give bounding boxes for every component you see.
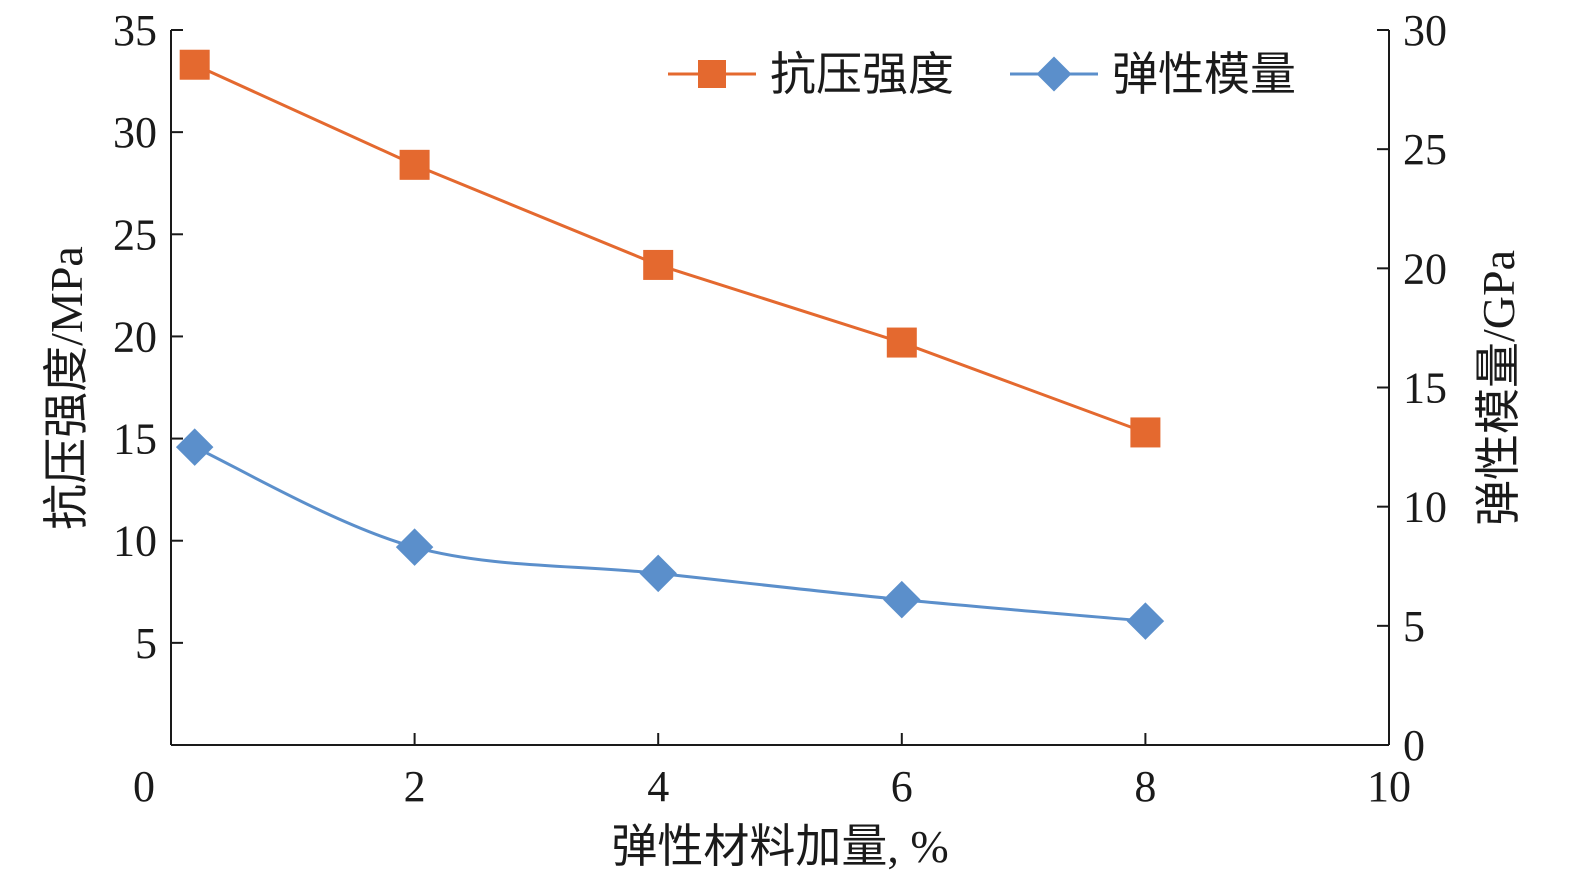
y-tick-label: 15 bbox=[113, 415, 157, 464]
y-tick-label: 30 bbox=[113, 108, 157, 157]
y-tick-label: 25 bbox=[113, 210, 157, 259]
x-tick-label: 10 bbox=[1367, 762, 1411, 811]
data-point bbox=[399, 149, 430, 180]
y2-axis-title: 弹性模量/GPa bbox=[1473, 250, 1524, 526]
series-2 bbox=[175, 428, 1165, 640]
y2-tick-label: 15 bbox=[1403, 364, 1447, 413]
data-point bbox=[643, 249, 674, 280]
legend-item-2: 弹性模量 bbox=[1010, 49, 1296, 100]
y-tick-label: 5 bbox=[135, 619, 157, 668]
y2-tick-label: 0 bbox=[1403, 721, 1425, 770]
x-tick-label: 6 bbox=[891, 762, 913, 811]
data-point bbox=[639, 554, 677, 593]
series-line bbox=[194, 445, 1146, 623]
series-line bbox=[194, 63, 1146, 434]
data-point bbox=[179, 49, 210, 80]
y-tick-label: 10 bbox=[113, 517, 157, 566]
data-point bbox=[1130, 417, 1161, 448]
y2-tick-label: 5 bbox=[1403, 602, 1425, 651]
y2-tick-label: 20 bbox=[1403, 244, 1447, 293]
legend-label: 抗压强度 bbox=[770, 49, 954, 100]
data-point bbox=[883, 580, 921, 619]
legend-swatch-marker bbox=[1036, 56, 1072, 92]
y-tick-label: 20 bbox=[113, 312, 157, 361]
x-tick-label: 8 bbox=[1134, 762, 1156, 811]
data-point bbox=[1126, 602, 1165, 640]
data-point bbox=[395, 528, 434, 566]
series-1 bbox=[179, 49, 1161, 448]
y2-tick-label: 10 bbox=[1403, 483, 1447, 532]
legend-item-1: 抗压强度 bbox=[668, 49, 954, 100]
x-tick-label: 4 bbox=[647, 762, 669, 811]
x-axis-title: 弹性材料加量, % bbox=[611, 821, 948, 872]
data-point bbox=[175, 428, 214, 466]
x-tick-label: 2 bbox=[404, 762, 426, 811]
tick-marks: 5 10 15 20 25 30 35 0 5 10 15 20 25 30 0 2 4 6 8 10 bbox=[113, 6, 1447, 811]
legend-label: 弹性模量 bbox=[1112, 49, 1296, 100]
y2-tick-label: 25 bbox=[1403, 125, 1447, 174]
y2-tick-label: 30 bbox=[1403, 6, 1447, 55]
series-layer bbox=[175, 49, 1165, 640]
legend: 抗压强度 弹性模量 bbox=[668, 49, 1296, 100]
x-tick-label: 0 bbox=[133, 762, 155, 811]
y-tick-label: 35 bbox=[113, 6, 157, 55]
data-point bbox=[886, 327, 917, 358]
y-axis-title: 抗压强度/MPa bbox=[41, 246, 92, 530]
legend-swatch-marker bbox=[698, 60, 726, 88]
